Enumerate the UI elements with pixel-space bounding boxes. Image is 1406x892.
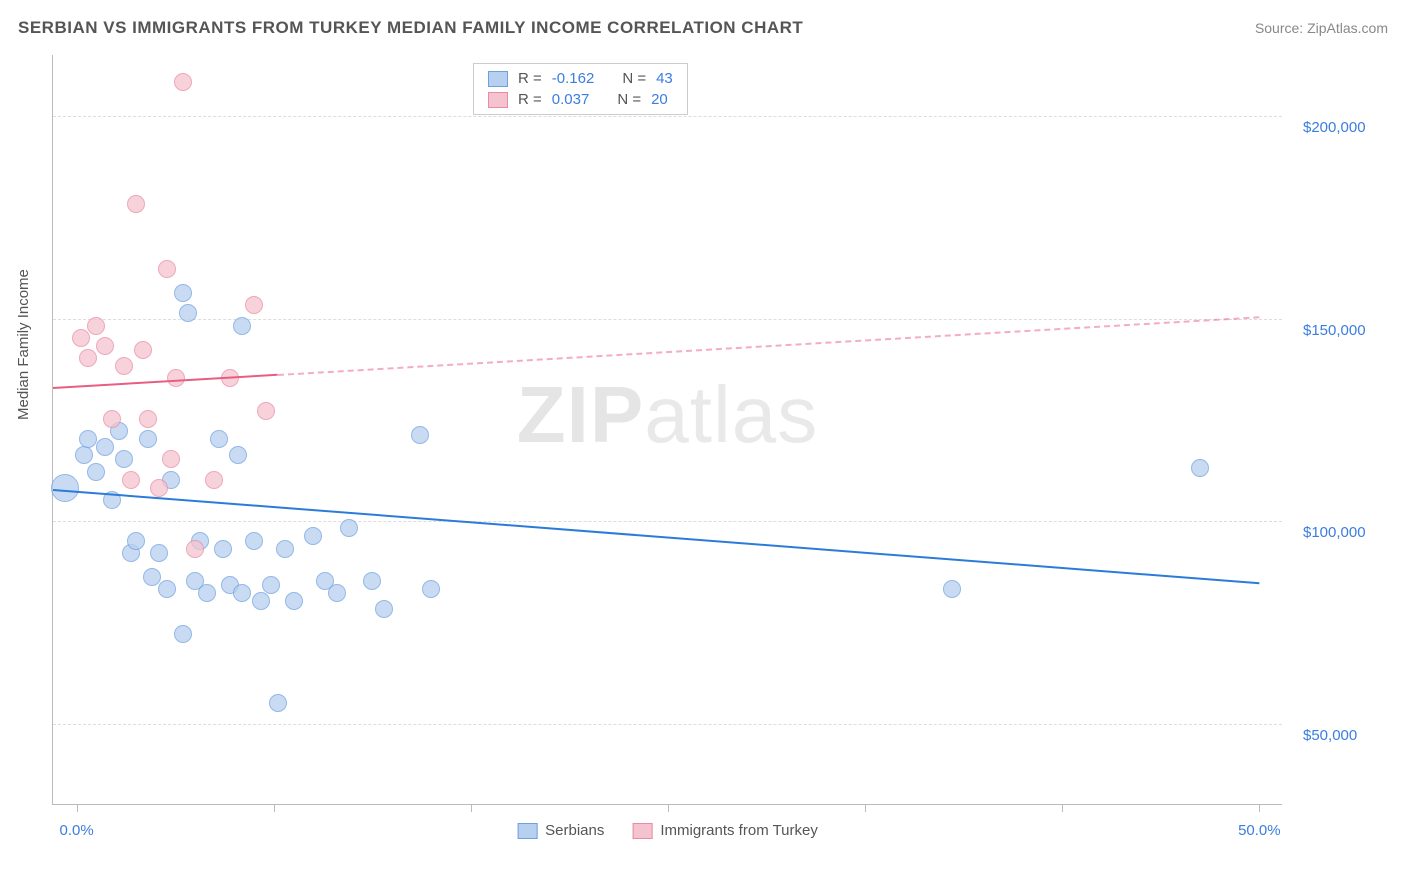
data-point-turkey (103, 410, 121, 428)
data-point-serbians (252, 592, 270, 610)
x-tick (668, 804, 669, 812)
data-point-serbians (174, 625, 192, 643)
data-point-serbians (285, 592, 303, 610)
data-point-serbians (210, 430, 228, 448)
series-legend: Serbians Immigrants from Turkey (517, 822, 818, 839)
data-point-turkey (115, 357, 133, 375)
y-tick-label: $50,000 (1303, 727, 1357, 744)
data-point-serbians (179, 304, 197, 322)
chart-source: Source: ZipAtlas.com (1255, 20, 1388, 36)
trendline-dash-turkey (278, 316, 1260, 376)
correlation-legend: R = -0.162 N = 43 R = 0.037 N = 20 (473, 63, 688, 115)
data-point-turkey (127, 195, 145, 213)
y-tick-label: $200,000 (1303, 119, 1366, 136)
data-point-serbians (1191, 459, 1209, 477)
data-point-turkey (87, 317, 105, 335)
data-point-serbians (411, 426, 429, 444)
y-tick-label: $100,000 (1303, 524, 1366, 541)
gridline (53, 116, 1282, 117)
data-point-serbians (276, 540, 294, 558)
data-point-serbians (150, 544, 168, 562)
data-point-serbians (229, 446, 247, 464)
data-point-turkey (186, 540, 204, 558)
x-tick-label-right: 50.0% (1238, 822, 1281, 839)
legend-row-serbians: R = -0.162 N = 43 (488, 68, 673, 89)
y-tick-label: $150,000 (1303, 322, 1366, 339)
data-point-serbians (51, 474, 79, 502)
x-tick (471, 804, 472, 812)
swatch-serbians-bottom (517, 823, 537, 839)
data-point-serbians (158, 580, 176, 598)
watermark: ZIPatlas (517, 369, 818, 461)
data-point-serbians (127, 532, 145, 550)
data-point-serbians (75, 446, 93, 464)
swatch-turkey (488, 92, 508, 108)
data-point-serbians (328, 584, 346, 602)
trendline-serbians (53, 489, 1259, 584)
data-point-serbians (363, 572, 381, 590)
data-point-serbians (262, 576, 280, 594)
data-point-turkey (174, 73, 192, 91)
x-tick-label-left: 0.0% (60, 822, 94, 839)
data-point-turkey (139, 410, 157, 428)
x-tick (1259, 804, 1260, 812)
data-point-turkey (257, 402, 275, 420)
legend-item-turkey: Immigrants from Turkey (632, 822, 818, 839)
gridline (53, 521, 1282, 522)
data-point-serbians (139, 430, 157, 448)
legend-row-turkey: R = 0.037 N = 20 (488, 89, 673, 110)
swatch-turkey-bottom (632, 823, 652, 839)
data-point-turkey (162, 450, 180, 468)
data-point-serbians (87, 463, 105, 481)
data-point-turkey (167, 369, 185, 387)
data-point-serbians (245, 532, 263, 550)
swatch-serbians (488, 71, 508, 87)
data-point-serbians (943, 580, 961, 598)
gridline (53, 724, 1282, 725)
data-point-serbians (198, 584, 216, 602)
legend-item-serbians: Serbians (517, 822, 604, 839)
data-point-serbians (422, 580, 440, 598)
data-point-serbians (79, 430, 97, 448)
data-point-turkey (72, 329, 90, 347)
data-point-turkey (122, 471, 140, 489)
x-tick (274, 804, 275, 812)
data-point-turkey (205, 471, 223, 489)
data-point-serbians (174, 284, 192, 302)
x-tick (865, 804, 866, 812)
data-point-serbians (115, 450, 133, 468)
data-point-serbians (233, 317, 251, 335)
chart-title: SERBIAN VS IMMIGRANTS FROM TURKEY MEDIAN… (18, 18, 803, 38)
scatter-plot-area: ZIPatlas R = -0.162 N = 43 R = 0.037 N =… (52, 55, 1282, 805)
trendline-turkey (53, 374, 278, 389)
data-point-serbians (375, 600, 393, 618)
data-point-serbians (269, 694, 287, 712)
data-point-turkey (79, 349, 97, 367)
data-point-turkey (245, 296, 263, 314)
data-point-turkey (96, 337, 114, 355)
data-point-serbians (96, 438, 114, 456)
x-tick (77, 804, 78, 812)
data-point-serbians (304, 527, 322, 545)
x-tick (1062, 804, 1063, 812)
data-point-serbians (214, 540, 232, 558)
data-point-serbians (233, 584, 251, 602)
data-point-serbians (340, 519, 358, 537)
data-point-turkey (134, 341, 152, 359)
data-point-turkey (150, 479, 168, 497)
chart-header: SERBIAN VS IMMIGRANTS FROM TURKEY MEDIAN… (18, 18, 1388, 38)
data-point-turkey (158, 260, 176, 278)
y-axis-label: Median Family Income (15, 269, 32, 420)
